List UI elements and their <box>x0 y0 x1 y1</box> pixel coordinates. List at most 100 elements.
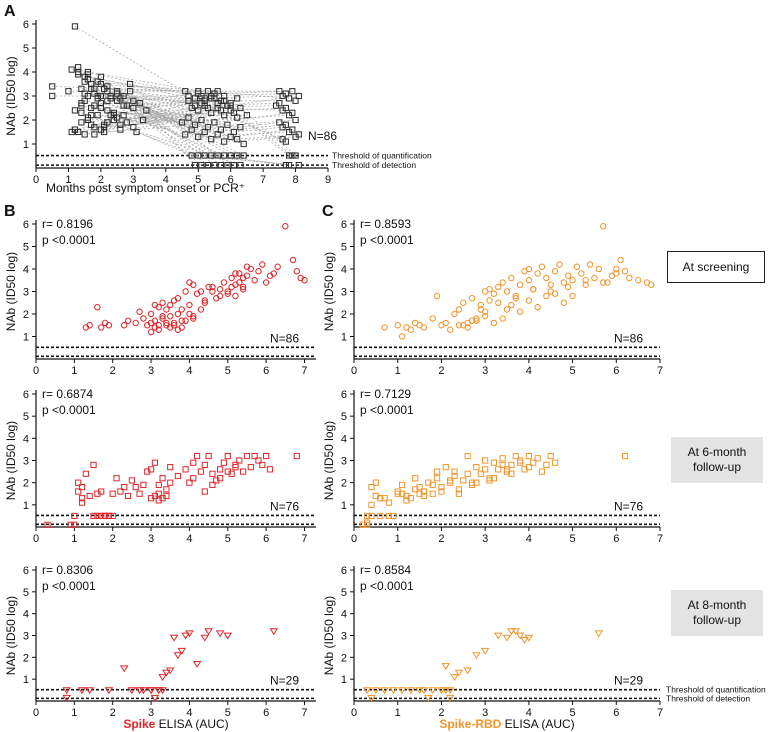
data-point <box>151 459 159 466</box>
data-point-screening <box>78 85 85 92</box>
data-point <box>228 274 235 282</box>
data-point-month6 <box>227 102 234 109</box>
data-point <box>415 687 424 695</box>
data-point-screening <box>143 107 150 114</box>
y-tick-label: 1 <box>23 139 29 151</box>
data-point <box>460 477 467 484</box>
data-point <box>158 674 167 681</box>
data-point-screening <box>120 102 127 109</box>
data-point <box>429 315 436 322</box>
data-point <box>154 687 164 695</box>
trajectory-line <box>71 69 202 97</box>
data-point <box>617 256 624 264</box>
data-point <box>560 279 568 286</box>
y-tick-label: 2 <box>23 309 29 321</box>
data-point-screening <box>71 126 79 133</box>
data-point <box>78 499 86 506</box>
trajectory-line <box>198 131 290 138</box>
x-axis-label-bold: Spike <box>123 717 155 731</box>
data-point <box>364 521 371 528</box>
data-point-month6 <box>185 97 192 104</box>
data-point-month6 <box>211 119 218 126</box>
trajectory-line <box>97 81 225 97</box>
x-tick-label: 4 <box>186 707 192 719</box>
data-point <box>243 452 251 460</box>
y-tick-label: 4 <box>23 67 29 79</box>
trajectory-line <box>188 100 283 140</box>
trajectory-line <box>204 155 286 166</box>
data-point-month6 <box>221 97 228 104</box>
trajectory-line <box>97 98 225 156</box>
trajectory-line <box>87 74 209 166</box>
data-point <box>463 667 472 675</box>
data-point <box>451 310 458 318</box>
data-point <box>613 265 620 273</box>
data-point-month8 <box>276 100 283 107</box>
data-point <box>216 286 224 293</box>
data-point <box>236 279 243 286</box>
data-point <box>232 464 239 471</box>
data-point <box>251 452 258 460</box>
data-point <box>516 308 524 315</box>
data-point <box>508 470 515 477</box>
data-point <box>481 313 489 320</box>
x-tick-label: 5 <box>195 174 201 186</box>
data-point <box>174 295 182 302</box>
data-point-screening <box>49 83 56 90</box>
data-point <box>105 322 113 329</box>
data-point-screening <box>130 124 137 131</box>
data-point-screening <box>136 100 143 107</box>
x-tick-label: 5 <box>570 707 576 719</box>
threshold-quantification-label: Threshold of quantification <box>332 151 432 161</box>
trajectory-line <box>74 98 238 111</box>
data-point <box>223 632 233 640</box>
data-point-month6 <box>204 104 212 112</box>
data-point <box>468 295 476 302</box>
data-point <box>121 484 128 491</box>
data-point <box>220 279 228 286</box>
data-point-screening <box>71 23 79 30</box>
data-point <box>516 281 524 288</box>
x-axis-label: Spike-RBD ELISA (AUC) <box>439 717 574 731</box>
data-point-month8 <box>282 90 289 97</box>
data-point-month6 <box>240 140 247 148</box>
trajectory-line <box>87 71 215 94</box>
x-tick-label: 3 <box>482 707 488 719</box>
data-point <box>438 484 445 491</box>
data-point <box>127 687 137 695</box>
data-point-month6 <box>214 100 221 107</box>
data-point-month6 <box>204 124 212 131</box>
data-point <box>259 261 266 268</box>
y-tick-label: 3 <box>341 631 347 643</box>
data-point-month8 <box>282 121 289 128</box>
p-value: p <0.0001 <box>42 579 96 593</box>
data-point <box>472 652 481 660</box>
x-tick-label: 3 <box>130 174 136 186</box>
data-point-month6 <box>204 162 212 169</box>
y-tick-label: 4 <box>341 433 347 445</box>
data-point <box>266 466 274 473</box>
data-point-month8 <box>295 131 302 138</box>
data-point <box>477 301 484 309</box>
x-tick-label: 7 <box>260 174 266 186</box>
data-point <box>121 322 128 329</box>
data-point <box>109 490 116 497</box>
p-value: p <0.0001 <box>360 233 414 247</box>
data-point <box>543 292 550 300</box>
y-tick-label: 1 <box>23 674 29 686</box>
p-value: p <0.0001 <box>42 233 96 247</box>
y-tick-label: 3 <box>23 287 29 299</box>
data-point-month8 <box>289 152 296 159</box>
data-point <box>599 223 607 230</box>
data-point <box>534 270 541 277</box>
trajectory-line <box>217 155 290 166</box>
data-point <box>455 486 463 493</box>
y-tick-label: 5 <box>23 242 29 254</box>
data-point <box>155 304 162 311</box>
data-point <box>75 479 82 486</box>
data-point <box>186 301 193 309</box>
y-tick-label: 2 <box>23 652 29 664</box>
data-point <box>534 304 541 311</box>
data-point <box>507 628 516 636</box>
data-point <box>71 512 78 520</box>
